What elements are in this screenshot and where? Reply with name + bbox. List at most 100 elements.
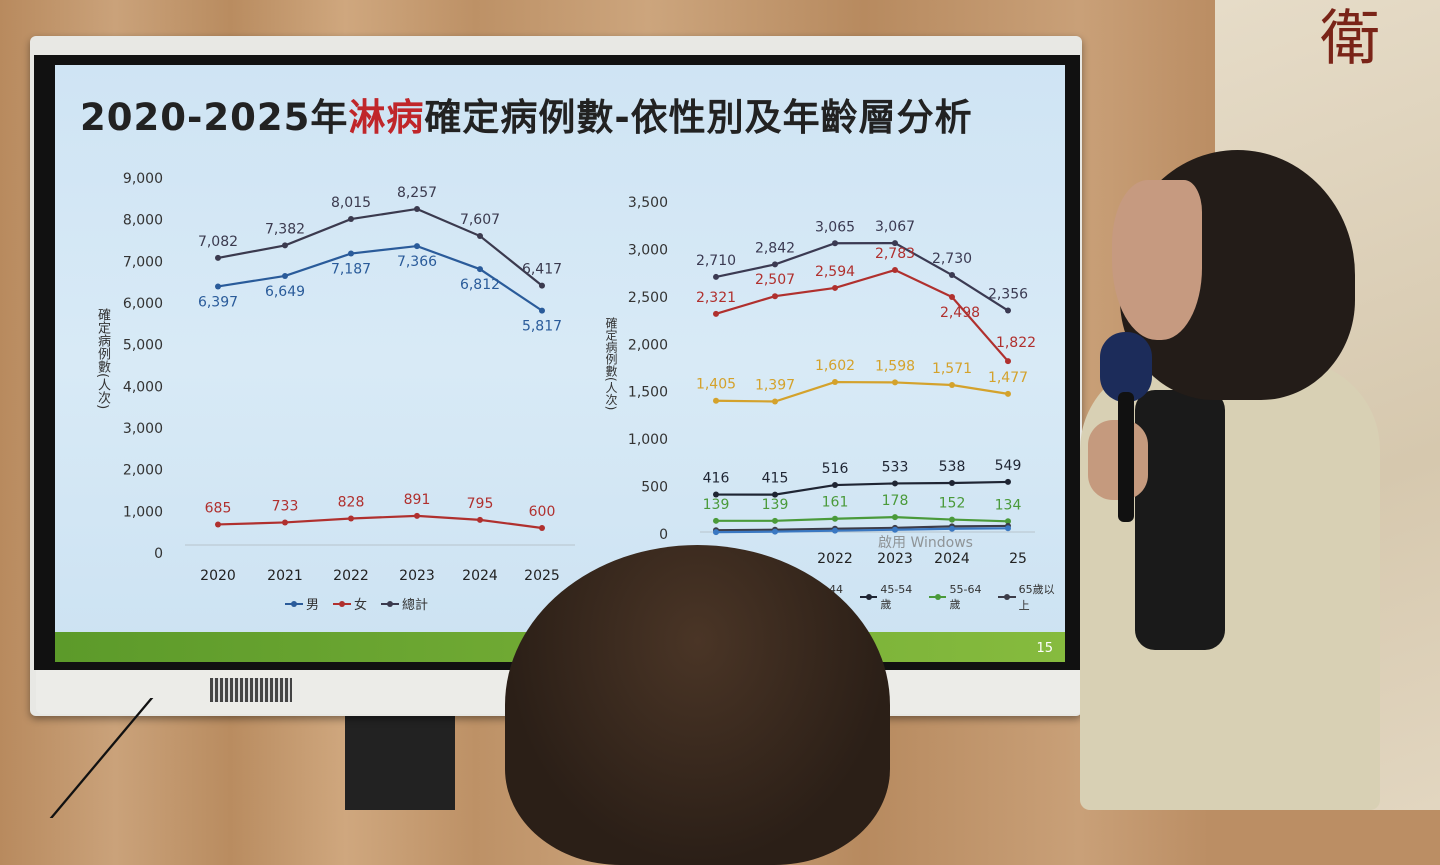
data-label: 1,397 bbox=[755, 377, 795, 393]
data-point bbox=[282, 242, 288, 249]
data-label: 828 bbox=[338, 495, 365, 511]
data-label: 3,067 bbox=[875, 219, 915, 235]
page-number: 15 bbox=[1036, 641, 1053, 656]
data-label: 8,257 bbox=[397, 185, 437, 201]
y-tick-label: 3,000 bbox=[123, 421, 163, 437]
data-point bbox=[348, 515, 354, 522]
data-point bbox=[832, 482, 838, 489]
data-point bbox=[892, 267, 898, 274]
data-point bbox=[713, 273, 719, 280]
title-highlight: 淋病 bbox=[348, 96, 425, 139]
data-point bbox=[949, 516, 955, 523]
data-point bbox=[414, 243, 420, 250]
y-tick-label: 4,000 bbox=[123, 379, 163, 395]
presenter-shirt bbox=[1135, 390, 1225, 650]
left-chart-ylabel: 確定病例數(人次) bbox=[95, 308, 110, 410]
title-suffix: 確定病例數-依性別及年齡層分析 bbox=[424, 96, 973, 139]
series-line-2 bbox=[715, 380, 1009, 403]
data-point bbox=[892, 480, 898, 487]
data-label: 1,602 bbox=[815, 358, 855, 374]
legend-marker bbox=[333, 600, 352, 607]
slide-title: 2020-2025年淋病確定病例數-依性別及年齡層分析 bbox=[80, 87, 973, 141]
y-tick-label: 6,000 bbox=[123, 296, 163, 312]
legend-label: 65歲以上 bbox=[1018, 583, 1055, 612]
x-tick-label: 2020 bbox=[200, 568, 236, 584]
data-label: 6,417 bbox=[522, 262, 562, 278]
legend-marker bbox=[859, 594, 878, 600]
data-label: 600 bbox=[529, 504, 556, 520]
data-label: 8,015 bbox=[331, 195, 371, 211]
data-label: 3,065 bbox=[815, 219, 855, 235]
charts-layer: 0 1,000 2,000 3,000 4,000 5,000 6,000 7,000 8,00… bbox=[123, 171, 1036, 584]
data-point bbox=[215, 283, 221, 290]
data-label: 2,842 bbox=[755, 240, 795, 256]
microphone-head bbox=[1100, 332, 1152, 402]
legend-item-female: 女 bbox=[333, 594, 367, 613]
series-line-2 bbox=[217, 207, 543, 287]
data-point bbox=[215, 254, 221, 261]
data-label: 139 bbox=[703, 497, 730, 513]
data-point bbox=[477, 266, 483, 273]
data-point bbox=[832, 240, 838, 247]
data-label: 1,571 bbox=[932, 361, 972, 377]
legend-label: 女 bbox=[354, 598, 368, 613]
data-point bbox=[949, 525, 955, 532]
data-label: 415 bbox=[762, 471, 789, 487]
presentation-slide: 2020-2025年淋病確定病例數-依性別及年齡層分析 確定病例數(人次) 確定… bbox=[55, 65, 1065, 662]
data-label: 1,477 bbox=[988, 370, 1028, 386]
y-tick-label: 2,500 bbox=[628, 290, 668, 306]
wall-sign-logo: 衛 bbox=[1320, 4, 1380, 74]
data-label: 139 bbox=[762, 497, 789, 513]
monitor-sticker bbox=[210, 678, 292, 702]
monitor-stand bbox=[345, 700, 455, 810]
data-label: 2,594 bbox=[815, 264, 855, 280]
data-label: 1,405 bbox=[696, 377, 736, 393]
title-prefix: 2020-2025年 bbox=[80, 96, 349, 139]
data-label: 2,498 bbox=[940, 305, 980, 321]
series-line-1 bbox=[715, 268, 1009, 362]
data-point bbox=[832, 527, 838, 534]
legend-marker bbox=[928, 594, 947, 600]
data-label: 134 bbox=[995, 497, 1022, 513]
data-label: 7,082 bbox=[198, 234, 238, 250]
x-tick-label: 2021 bbox=[267, 568, 303, 584]
data-label: 6,812 bbox=[460, 277, 500, 293]
data-label: 178 bbox=[882, 493, 909, 509]
legend-marker bbox=[285, 600, 303, 607]
data-label: 6,649 bbox=[265, 284, 305, 300]
data-label: 1,822 bbox=[996, 335, 1036, 351]
x-tick-label: 2022 bbox=[817, 551, 853, 567]
data-label: 891 bbox=[404, 492, 431, 508]
data-label: 416 bbox=[703, 471, 730, 487]
data-point bbox=[832, 515, 838, 522]
data-point bbox=[282, 519, 288, 526]
x-tick-label: 2022 bbox=[333, 568, 369, 584]
data-point bbox=[477, 516, 483, 523]
data-label: 795 bbox=[467, 496, 494, 512]
legend-item-65plus: 65歲以上 bbox=[997, 581, 1065, 613]
data-point bbox=[892, 514, 898, 521]
data-point bbox=[477, 233, 483, 240]
data-point bbox=[348, 250, 354, 257]
legend-label: 55-64歲 bbox=[949, 582, 982, 611]
legend-label: 男 bbox=[306, 598, 320, 613]
data-point bbox=[713, 529, 719, 536]
presenter-face bbox=[1112, 180, 1202, 340]
data-point bbox=[1005, 307, 1011, 314]
series-line-0 bbox=[217, 244, 543, 312]
data-point bbox=[713, 491, 719, 498]
data-label: 161 bbox=[822, 495, 849, 511]
data-label: 685 bbox=[205, 500, 232, 516]
y-tick-label: 5,000 bbox=[123, 338, 163, 354]
data-label: 6,397 bbox=[198, 294, 238, 310]
data-label: 733 bbox=[272, 498, 299, 514]
data-point bbox=[892, 526, 898, 533]
legend-item-male: 男 bbox=[285, 594, 319, 613]
data-point bbox=[348, 216, 354, 223]
y-tick-label: 1,000 bbox=[628, 432, 668, 448]
x-tick-label: 2025 bbox=[524, 568, 560, 584]
data-point bbox=[539, 282, 545, 289]
data-point bbox=[949, 272, 955, 279]
data-label: 533 bbox=[882, 459, 909, 475]
data-point bbox=[949, 479, 955, 486]
